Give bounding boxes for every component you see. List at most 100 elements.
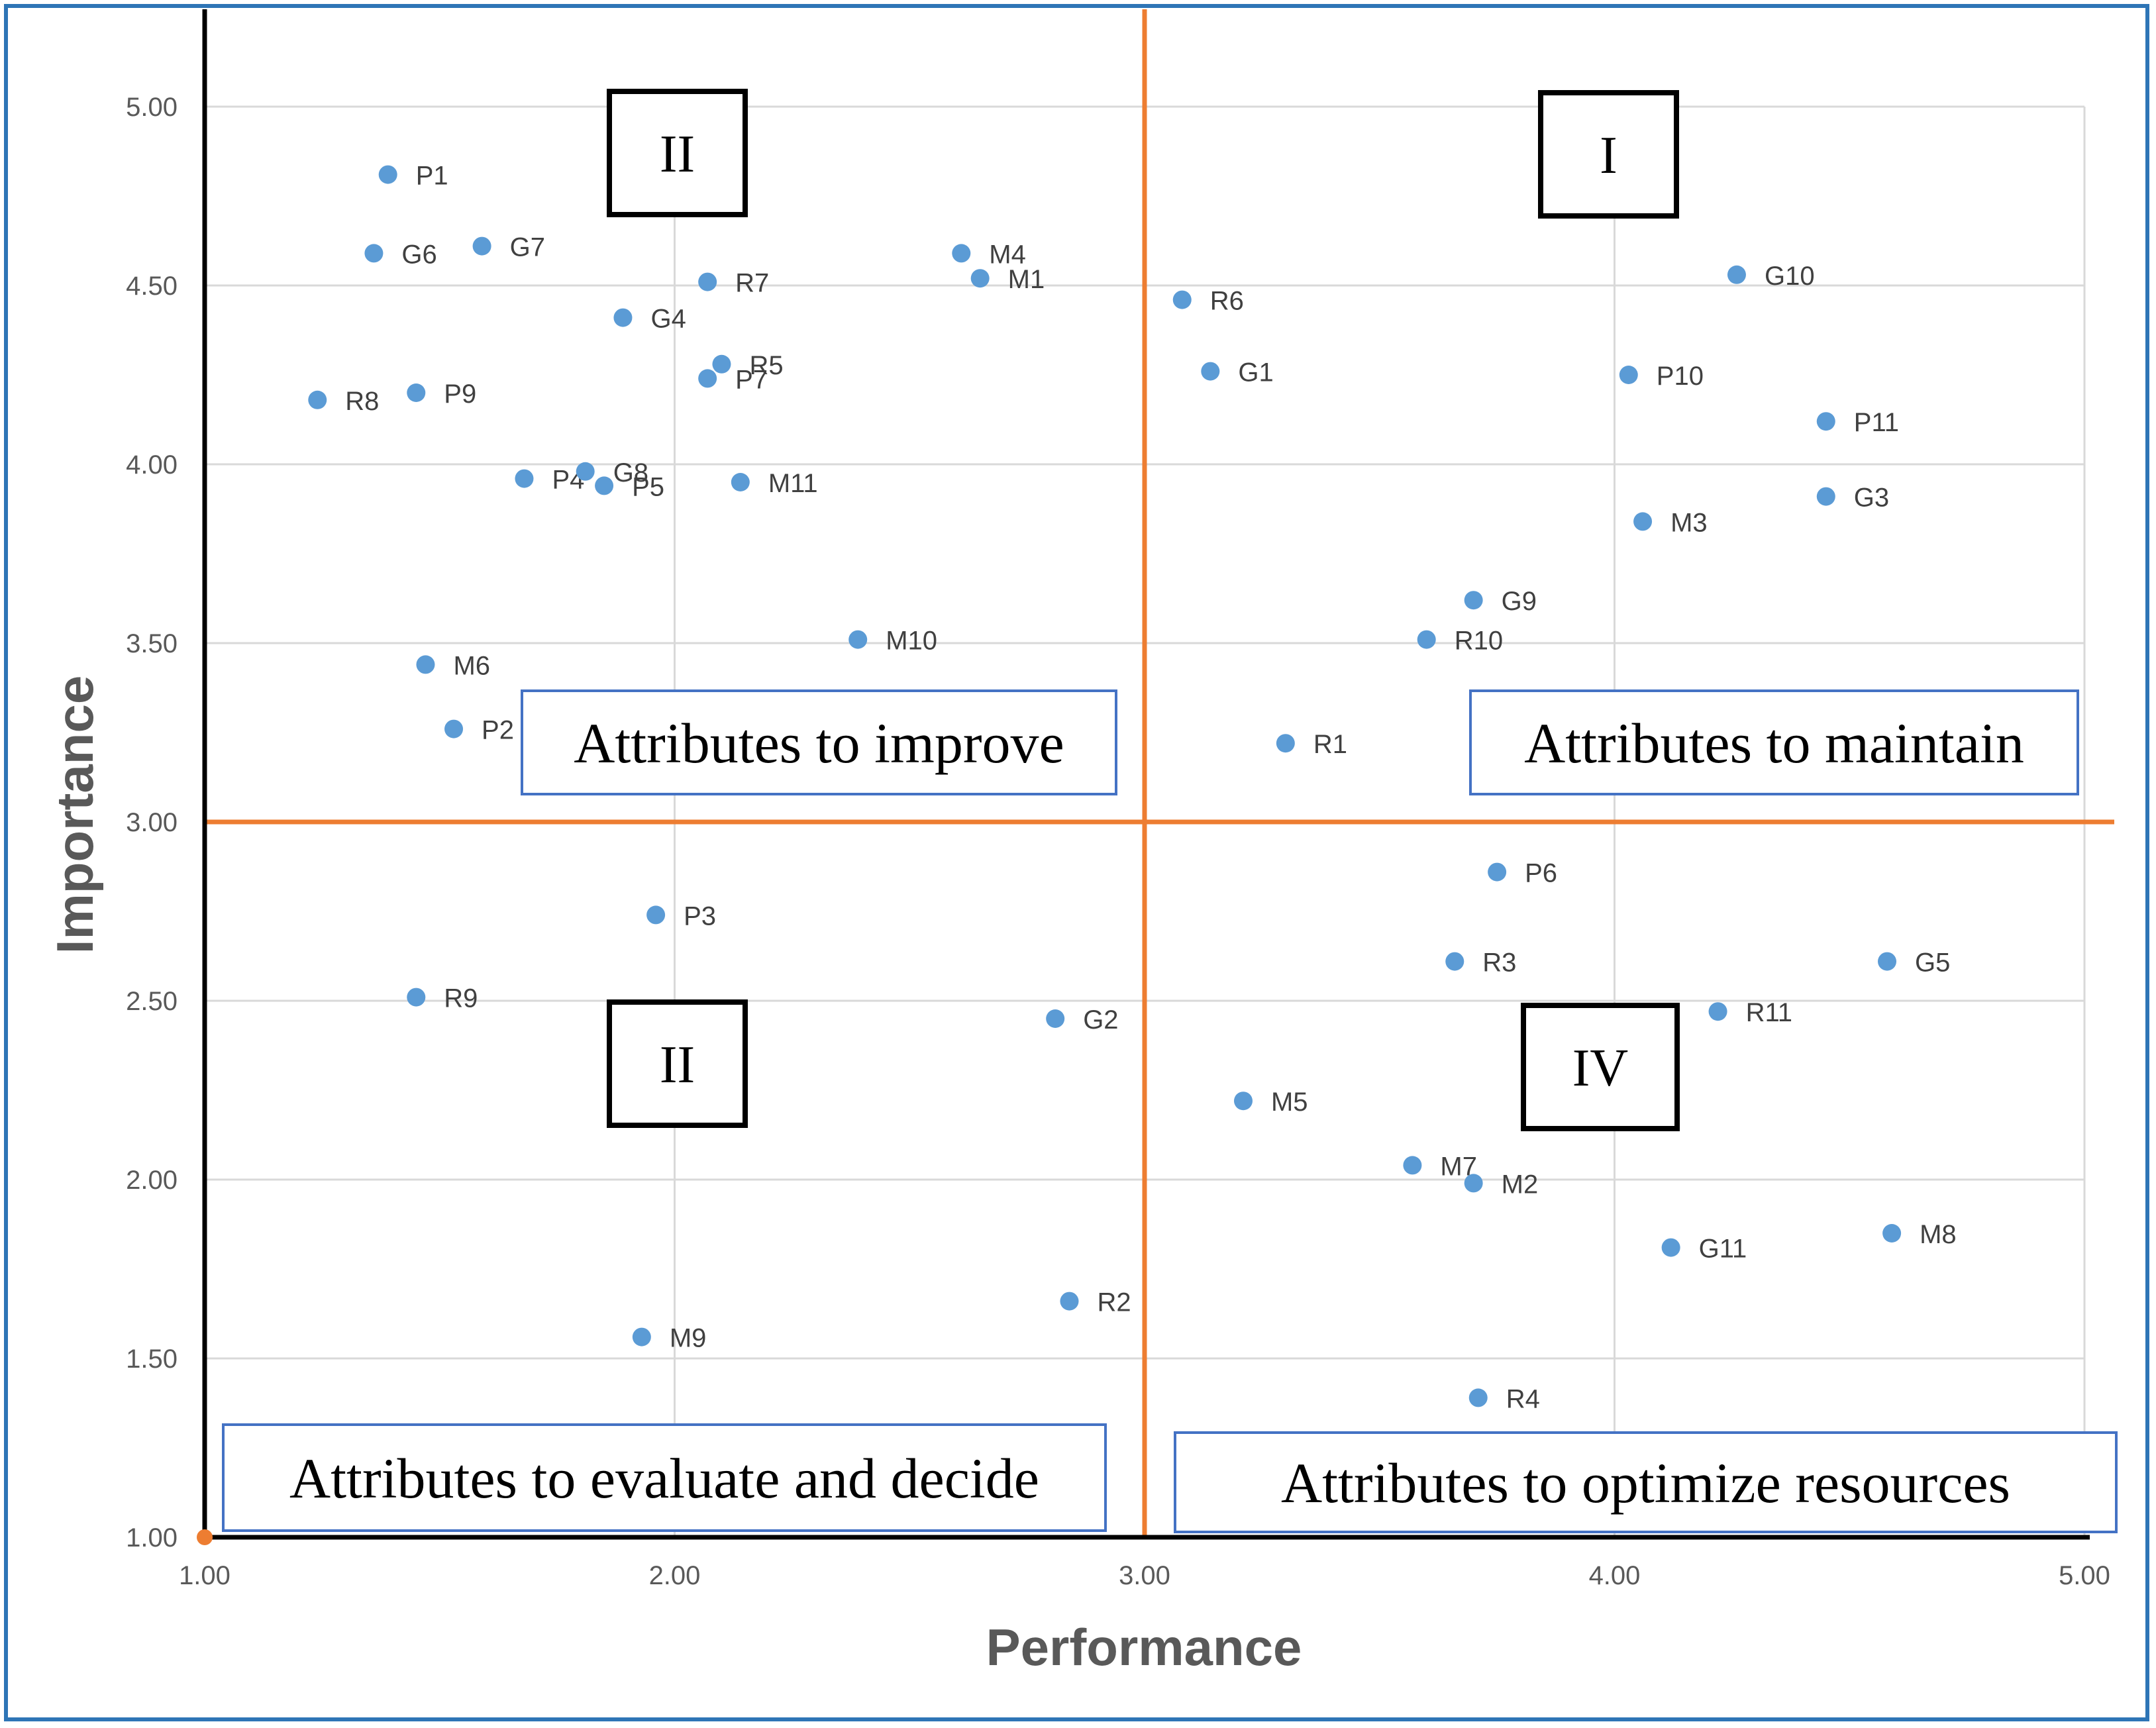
data-point-m4 xyxy=(952,244,971,263)
point-label-m3: M3 xyxy=(1670,508,1708,537)
point-label-r9: R9 xyxy=(444,984,478,1013)
data-point-r8 xyxy=(308,390,327,409)
point-label-m5: M5 xyxy=(1271,1088,1308,1117)
point-label-g1: G1 xyxy=(1238,358,1273,387)
quadrant-description-box xyxy=(1174,1431,2118,1533)
data-point-m7 xyxy=(1403,1156,1422,1175)
data-point-r5 xyxy=(712,354,731,374)
data-point-p5 xyxy=(595,476,614,495)
data-point-r6 xyxy=(1172,290,1192,309)
point-label-m1: M1 xyxy=(1008,265,1045,294)
y-tick-label: 3.00 xyxy=(126,808,178,837)
point-label-g10: G10 xyxy=(1765,262,1815,291)
quadrant-roman-label: II xyxy=(660,125,695,183)
point-label-r2: R2 xyxy=(1097,1288,1131,1317)
point-label-m4: M4 xyxy=(989,240,1026,269)
data-point-m10 xyxy=(848,630,868,649)
quadrant-roman-box xyxy=(607,89,748,217)
data-point-r2 xyxy=(1060,1292,1079,1311)
quadrant-description: Attributes to maintain xyxy=(1524,711,2024,775)
point-label-g2: G2 xyxy=(1083,1005,1118,1035)
point-label-p6: P6 xyxy=(1525,859,1557,888)
point-label-g5: G5 xyxy=(1915,948,1950,978)
data-point-p11 xyxy=(1816,412,1835,431)
data-point-p9 xyxy=(407,383,426,402)
point-label-m11: M11 xyxy=(768,469,818,498)
point-label-p11: P11 xyxy=(1854,408,1899,437)
origin-marker xyxy=(197,1529,213,1545)
data-point-p1 xyxy=(378,165,397,184)
quadrant-description-box xyxy=(521,689,1117,795)
x-tick-label: 5.00 xyxy=(2059,1561,2110,1590)
point-label-r6: R6 xyxy=(1210,287,1244,316)
point-label-r5: R5 xyxy=(749,351,783,380)
data-point-r7 xyxy=(698,272,717,291)
point-label-r4: R4 xyxy=(1506,1384,1540,1413)
data-point-m1 xyxy=(970,269,990,288)
data-point-r9 xyxy=(407,988,426,1007)
y-tick-label: 4.00 xyxy=(126,450,178,480)
y-tick-label: 2.00 xyxy=(126,1166,178,1195)
point-label-g8: G8 xyxy=(613,458,648,487)
data-point-g2 xyxy=(1046,1009,1065,1028)
y-tick-label: 4.50 xyxy=(126,272,178,301)
tick-labels: 1.00 1.50 2.00 2.50 3.00 3.50 4.00 4.50 5.00 1.00… xyxy=(126,93,2110,1590)
quadrant-roman-label: IV xyxy=(1572,1039,1628,1097)
quadrant-roman-label: II xyxy=(660,1036,695,1094)
data-point-m2 xyxy=(1464,1174,1483,1193)
data-point-p6 xyxy=(1488,862,1507,882)
point-label-m10: M10 xyxy=(886,627,937,656)
data-point-m3 xyxy=(1633,512,1653,531)
point-label-r7: R7 xyxy=(735,269,769,298)
data-point-g6 xyxy=(364,244,384,263)
point-label-g6: G6 xyxy=(401,240,436,269)
point-label-p1: P1 xyxy=(416,162,448,191)
data-point-m9 xyxy=(632,1327,651,1347)
data-point-r11 xyxy=(1708,1002,1727,1021)
data-point-p7 xyxy=(698,369,717,388)
y-tick-label: 3.50 xyxy=(126,629,178,658)
data-point-m8 xyxy=(1882,1224,1902,1243)
point-label-r8: R8 xyxy=(345,387,379,416)
point-label-r11: R11 xyxy=(1746,998,1792,1027)
data-point-r10 xyxy=(1417,630,1436,649)
point-label-m9: M9 xyxy=(670,1324,707,1353)
x-tick-label: 1.00 xyxy=(179,1561,231,1590)
data-point-m6 xyxy=(416,655,435,674)
y-axis-title: Importance xyxy=(46,676,104,954)
quadrant-roman-box xyxy=(607,999,748,1128)
data-point-g10 xyxy=(1727,265,1746,284)
data-point-p4 xyxy=(515,469,534,488)
point-label-g7: G7 xyxy=(510,233,545,262)
point-label-r1: R1 xyxy=(1313,730,1347,759)
x-tick-label: 2.00 xyxy=(649,1561,701,1590)
quadrant-roman-box xyxy=(1538,90,1679,219)
axes xyxy=(197,9,2090,1545)
quadrant-description-box xyxy=(1469,689,2079,795)
quadrant-description: Attributes to optimize resources xyxy=(1281,1451,2010,1515)
quadrant-roman-label: I xyxy=(1600,127,1617,185)
data-point-p3 xyxy=(646,905,666,925)
data-point-r3 xyxy=(1445,952,1464,971)
data-point-g8 xyxy=(576,462,595,481)
data-point-r1 xyxy=(1276,734,1295,753)
point-label-m8: M8 xyxy=(1920,1220,1957,1249)
y-tick-label: 2.50 xyxy=(126,987,178,1016)
point-label-r3: R3 xyxy=(1482,948,1516,978)
data-point-g9 xyxy=(1464,591,1483,610)
point-label-p10: P10 xyxy=(1657,362,1704,391)
data-point-p2 xyxy=(444,719,464,738)
data-point-g3 xyxy=(1816,487,1835,506)
y-tick-label: 1.00 xyxy=(126,1523,178,1552)
quadrant-crosshair xyxy=(205,9,2114,1537)
point-label-g11: G11 xyxy=(1699,1235,1747,1264)
point-label-r10: R10 xyxy=(1455,627,1503,656)
x-tick-label: 3.00 xyxy=(1119,1561,1170,1590)
point-label-g3: G3 xyxy=(1854,483,1889,513)
point-label-g4: G4 xyxy=(650,305,686,334)
data-point-g1 xyxy=(1201,362,1220,381)
x-tick-label: 4.00 xyxy=(1589,1561,1641,1590)
y-tick-label: 1.50 xyxy=(126,1345,178,1374)
